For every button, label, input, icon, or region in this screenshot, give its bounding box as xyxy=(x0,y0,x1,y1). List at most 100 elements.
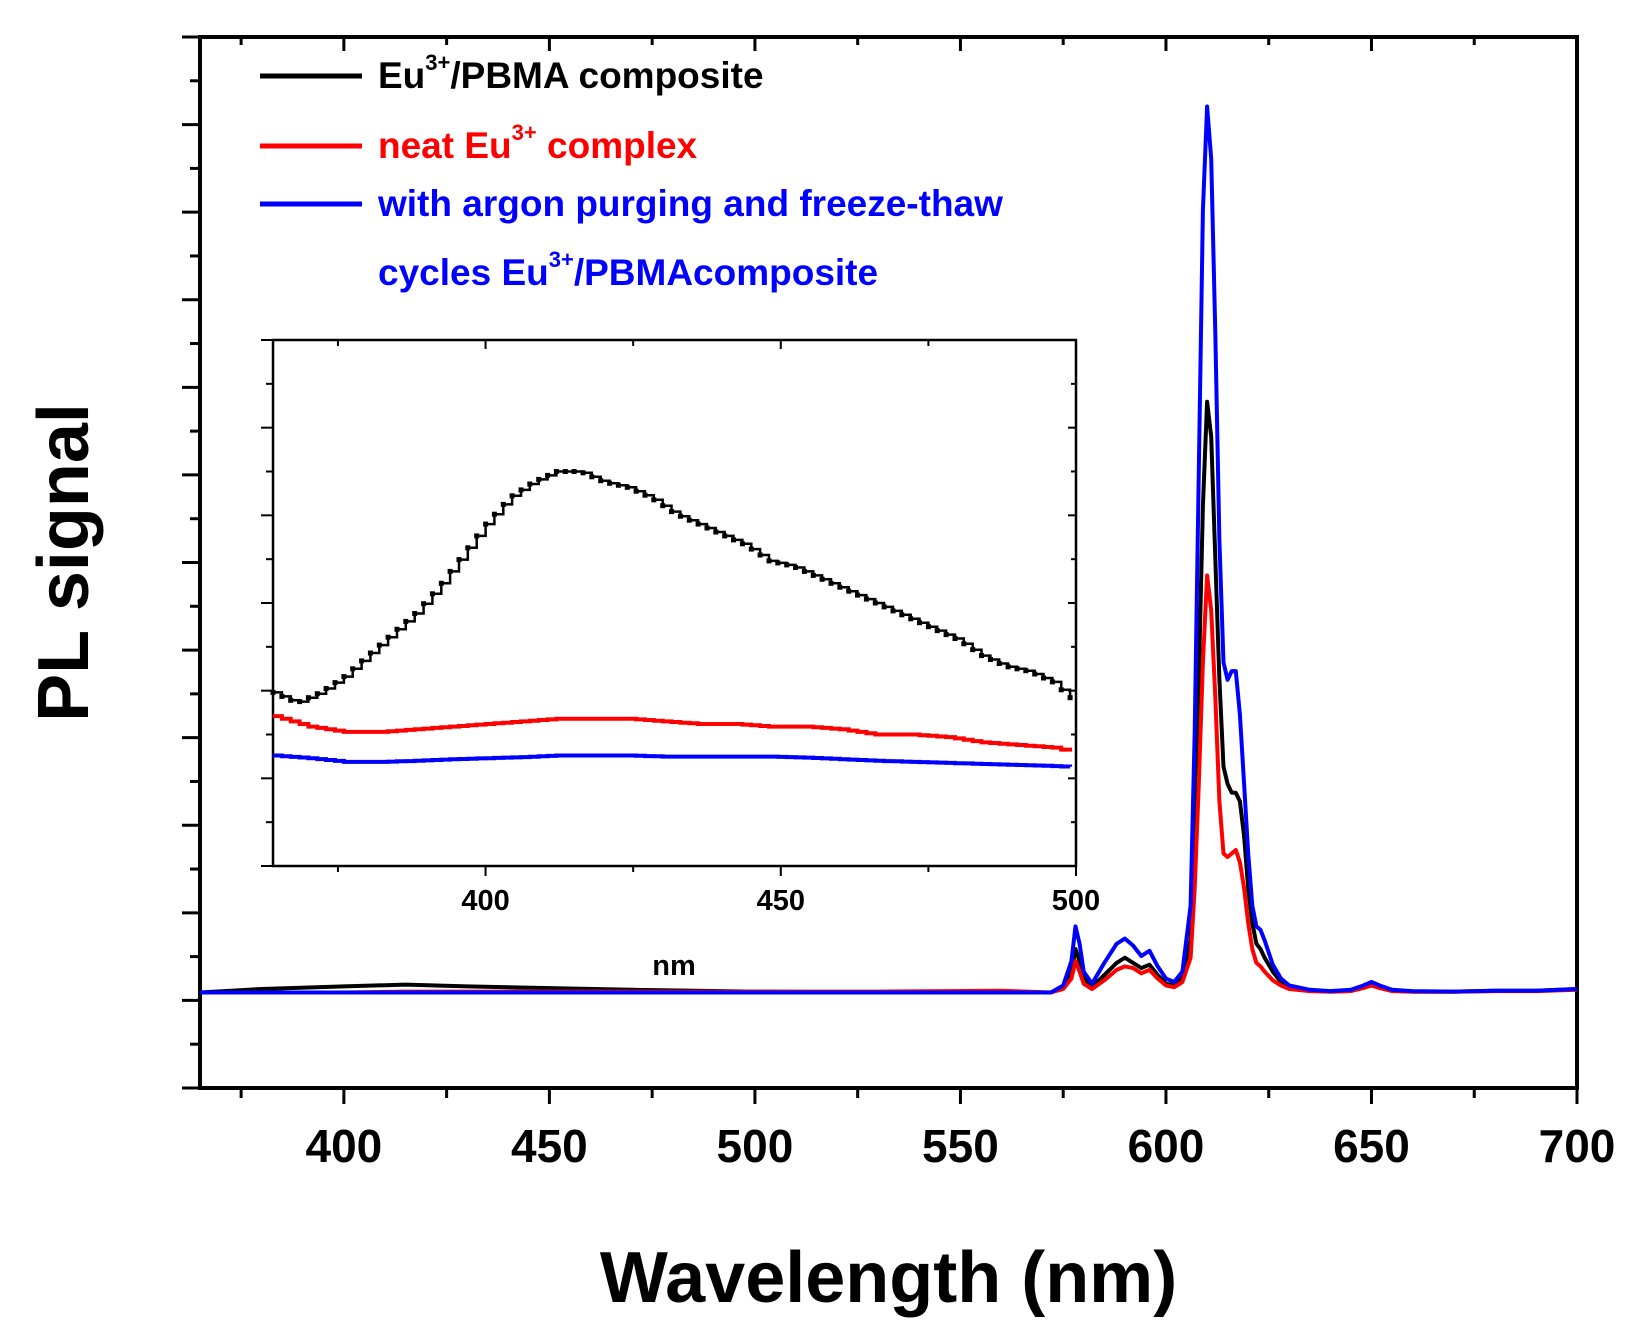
inset-data-marker xyxy=(438,580,444,586)
inset-data-marker xyxy=(943,632,949,638)
inset-data-marker xyxy=(598,478,604,484)
inset-data-marker xyxy=(757,552,763,558)
x-tick-label: 500 xyxy=(717,1120,794,1172)
inset-data-marker xyxy=(677,513,683,519)
inset-data-marker xyxy=(846,588,852,594)
inset-data-marker xyxy=(545,472,551,478)
inset-data-marker xyxy=(660,503,666,509)
inset-data-marker xyxy=(536,476,542,482)
inset-data-marker xyxy=(855,592,860,598)
legend: Eu3+/PBMA composite neat Eu3+ complex with… xyxy=(260,50,1003,293)
legend-label-2: with argon purging and freeze-thaw xyxy=(377,183,1003,224)
inset-data-marker xyxy=(1032,671,1038,677)
inset-x-tick-label: 400 xyxy=(461,885,509,917)
inset-data-marker xyxy=(731,537,736,543)
inset-data-marker xyxy=(341,674,347,680)
inset-data-marker xyxy=(500,501,506,507)
inset-data-marker xyxy=(695,521,701,527)
inset-data-marker xyxy=(456,557,462,563)
inset-data-marker xyxy=(589,474,595,480)
inset-data-marker xyxy=(607,480,613,486)
inset-data-marker xyxy=(713,529,719,535)
inset-data-marker xyxy=(704,525,710,531)
inset-data-marker xyxy=(872,600,878,606)
inset-data-marker xyxy=(474,533,480,539)
inset-data-marker xyxy=(332,680,338,686)
inset-data-marker xyxy=(642,492,648,498)
inset-data-marker xyxy=(491,511,497,517)
inset-data-marker xyxy=(917,620,922,626)
inset-data-marker xyxy=(385,634,391,640)
inset-data-marker xyxy=(509,493,515,499)
inset-data-marker xyxy=(828,580,834,586)
inset-x-tick-labels: 400 450 500 xyxy=(461,885,1100,917)
inset-data-marker xyxy=(305,695,311,701)
inset-data-marker xyxy=(279,693,285,699)
inset-data-marker xyxy=(1005,664,1011,670)
inset-data-marker xyxy=(748,546,754,552)
inset-data-marker xyxy=(553,469,559,474)
inset-plot: 400 450 500 nm xyxy=(261,338,1100,982)
main-x-tick-labels: 400 450 500 550 600 650 700 xyxy=(305,1120,1615,1172)
legend-label-0: Eu3+/PBMA composite xyxy=(378,50,764,96)
inset-data-marker xyxy=(359,658,365,664)
legend-label-1: neat Eu3+ complex xyxy=(378,120,698,166)
inset-data-marker xyxy=(810,572,816,578)
inset-data-marker xyxy=(766,558,772,564)
inset-data-marker xyxy=(908,616,914,622)
inset-data-marker xyxy=(987,657,993,662)
inset-data-marker xyxy=(297,699,303,705)
inset-data-marker xyxy=(367,650,373,656)
inset-data-marker xyxy=(580,470,586,476)
inset-data-marker xyxy=(961,641,967,647)
inset-data-marker xyxy=(403,618,409,624)
inset-data-marker xyxy=(376,642,382,648)
inset-data-marker xyxy=(996,661,1002,666)
inset-data-marker xyxy=(314,691,320,697)
inset-data-marker xyxy=(970,647,976,653)
inset-plot-frame xyxy=(271,338,1078,868)
inset-data-marker xyxy=(1014,666,1020,672)
inset-data-marker xyxy=(775,560,781,566)
inset-data-marker xyxy=(899,612,905,618)
inset-x-tick-label: 450 xyxy=(757,885,805,917)
inset-data-marker xyxy=(465,545,471,551)
inset-data-marker xyxy=(739,541,745,547)
main-axis-ticks xyxy=(182,35,1579,1104)
inset-data-marker xyxy=(624,484,630,490)
x-tick-label: 550 xyxy=(922,1120,999,1172)
inset-data-marker xyxy=(784,562,790,568)
inset-series-line-1 xyxy=(273,714,1073,752)
inset-data-marker xyxy=(793,565,798,570)
series-line-2 xyxy=(200,104,1578,995)
x-tick-label: 650 xyxy=(1333,1120,1410,1172)
x-tick-label: 600 xyxy=(1128,1120,1205,1172)
inset-data-marker xyxy=(1049,679,1055,685)
inset-data-marker xyxy=(394,626,400,632)
inset-data-marker xyxy=(421,601,427,607)
x-axis-title: Wavelength (nm) xyxy=(600,1238,1177,1318)
inset-data-marker xyxy=(571,469,577,474)
main-series-lines xyxy=(199,104,1578,995)
inset-data-marker xyxy=(881,604,887,610)
inset-data-marker xyxy=(527,481,533,487)
inset-data-marker xyxy=(819,576,825,582)
inset-data-marker xyxy=(722,533,728,539)
inset-data-marker xyxy=(412,611,418,616)
inset-data-marker xyxy=(350,666,356,672)
inset-data-marker xyxy=(633,488,639,494)
x-tick-label: 450 xyxy=(511,1120,588,1172)
y-axis-title: PL signal xyxy=(24,403,104,722)
inset-data-marker xyxy=(686,517,692,523)
legend-label-2: cycles Eu3+/PBMAcomposite xyxy=(378,247,878,293)
inset-series-line-2 xyxy=(273,753,1073,769)
inset-data-marker xyxy=(1041,675,1046,681)
inset-data-marker xyxy=(651,497,657,503)
inset-data-marker xyxy=(863,596,869,602)
inset-series-line-0 xyxy=(273,470,1072,703)
inset-data-marker xyxy=(518,487,524,493)
inset-data-marker xyxy=(615,482,621,488)
inset-data-marker xyxy=(447,568,453,574)
inset-data-marker xyxy=(952,636,958,641)
